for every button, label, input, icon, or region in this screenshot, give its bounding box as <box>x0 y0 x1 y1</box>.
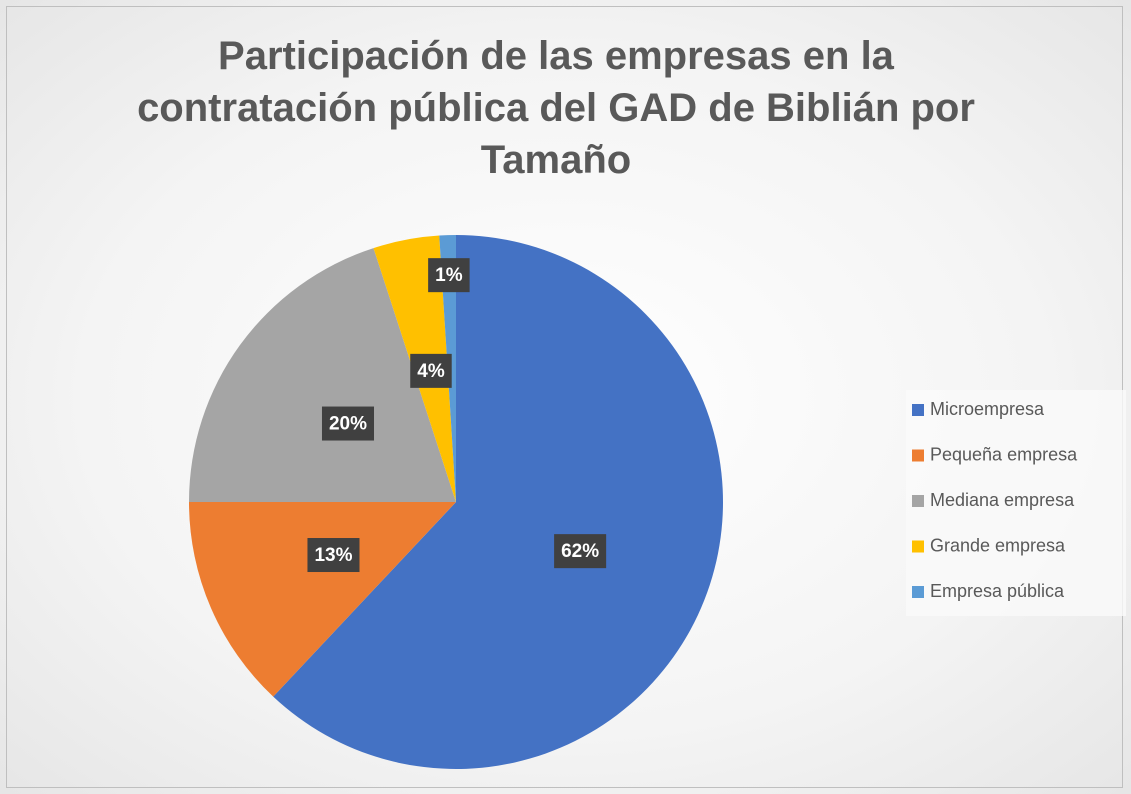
data-label: 62% <box>561 541 599 562</box>
data-label-box <box>554 534 607 569</box>
legend-swatch <box>912 495 924 507</box>
pie-slice <box>189 502 456 697</box>
legend-swatch <box>912 586 924 598</box>
data-label: 1% <box>435 265 463 286</box>
legend-swatch <box>912 404 924 416</box>
data-label: 20% <box>329 414 367 435</box>
legend-swatch <box>912 540 924 553</box>
pie-slice <box>273 235 723 770</box>
data-label: 4% <box>417 361 445 382</box>
chart-title: Participación de las empresas en la cont… <box>137 34 975 182</box>
legend-label: Empresa pública <box>930 581 1065 601</box>
legend-label: Microempresa <box>930 399 1045 419</box>
legend-label: Mediana empresa <box>930 490 1075 510</box>
data-label-box <box>428 258 470 293</box>
data-label-box <box>321 406 375 441</box>
data-label: 13% <box>314 545 352 566</box>
pie-slice <box>189 248 456 502</box>
legend-label: Grande empresa <box>930 535 1066 555</box>
legend-label: Pequeña empresa <box>930 444 1078 464</box>
data-label-box <box>410 353 452 388</box>
legend-swatch <box>912 449 924 462</box>
data-label-box <box>307 538 360 573</box>
legend-box <box>906 390 1126 616</box>
